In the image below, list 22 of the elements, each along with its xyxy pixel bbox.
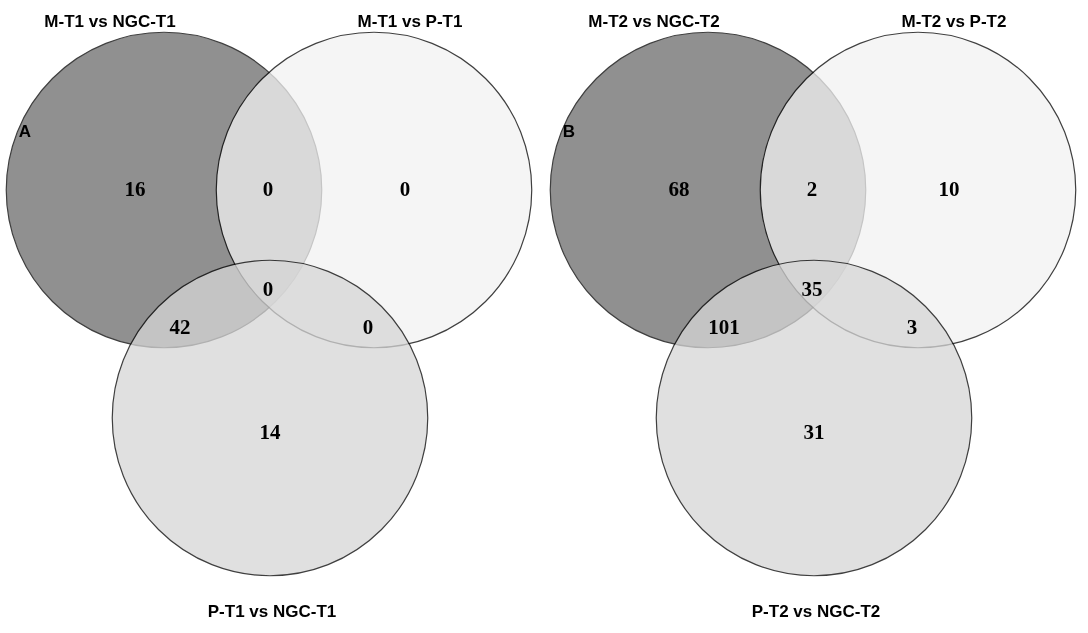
data-label: 10 [938, 177, 960, 201]
data-label: 16 [124, 177, 146, 201]
data-label: 68 [668, 177, 690, 201]
data-label: 14 [259, 420, 281, 444]
data-label: 3 [906, 315, 918, 339]
data-label: 0 [399, 177, 411, 201]
data-label: 2 [806, 177, 818, 201]
text: M-T1 vs NGC-T1 [44, 12, 176, 31]
data-label: 31 [803, 420, 825, 444]
text: M-T2 vs NGC-T2 [588, 12, 720, 31]
text: A [18, 122, 32, 141]
text: B [562, 122, 576, 141]
data-label: 0 [362, 315, 374, 339]
text: M-T1 vs P-T1 [357, 12, 463, 31]
text: P-T2 vs NGC-T2 [751, 602, 881, 621]
data-label: 101 [708, 315, 740, 339]
data-label: 0 [262, 277, 274, 301]
data-label: 42 [169, 315, 191, 339]
text: M-T2 vs P-T2 [901, 12, 1007, 31]
text: P-T1 vs NGC-T1 [207, 602, 337, 621]
data-label: 0 [262, 177, 274, 201]
data-label: 35 [801, 277, 823, 301]
